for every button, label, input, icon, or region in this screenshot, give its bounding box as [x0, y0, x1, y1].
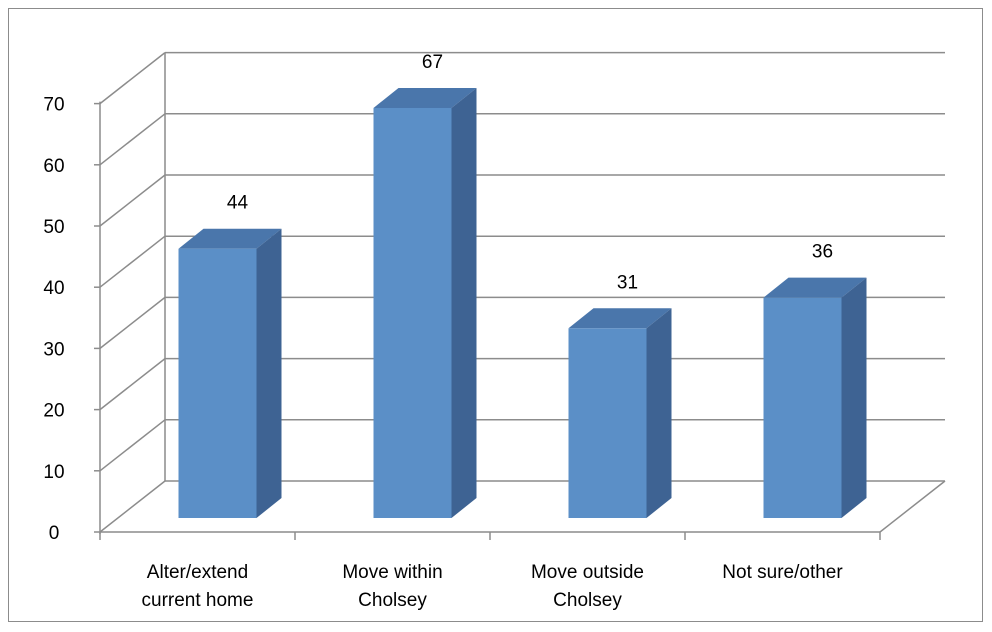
gridline-depth-60	[99, 113, 166, 166]
bar-side	[256, 228, 282, 518]
data-label-1: 44	[227, 193, 249, 214]
y-tick-label-70: 70	[43, 95, 64, 116]
category-label-line: Alter/extend	[147, 562, 248, 583]
y-tick-label-10: 10	[43, 462, 64, 483]
x-axis	[99, 532, 881, 540]
bar-front	[568, 328, 647, 518]
gridline-depth-10	[99, 419, 166, 472]
data-label-2: 67	[422, 52, 443, 73]
gridline-depth-40	[99, 235, 166, 288]
y-tick-label-20: 20	[43, 401, 64, 422]
category-label-1: Alter/extend current home	[142, 562, 254, 611]
bar-2	[373, 87, 477, 519]
data-label-3: 31	[617, 272, 638, 293]
bar-top	[763, 277, 867, 298]
y-axis: 0 10 20 30 40 50 60 70	[43, 95, 101, 544]
bar-front	[373, 107, 452, 519]
gridline-depth-0	[99, 480, 166, 533]
bar-side	[451, 87, 477, 519]
bar-top	[373, 87, 477, 108]
gridline-depth-70	[99, 52, 166, 105]
bar-side	[646, 308, 672, 518]
floor-right-edge	[879, 480, 946, 533]
bar-front	[178, 248, 257, 518]
gridline-depth-50	[99, 174, 166, 227]
gridline-depth-20	[99, 358, 166, 411]
category-label-line: Move within	[342, 562, 442, 583]
category-label-line: Cholsey	[358, 590, 427, 611]
y-tick-label-60: 60	[43, 156, 64, 177]
bar-side	[841, 277, 867, 518]
bar-3	[568, 308, 672, 518]
category-label-line: current home	[142, 590, 254, 611]
bar-4	[763, 277, 867, 518]
category-label-line: Move outside	[531, 562, 644, 583]
category-label-line: Cholsey	[553, 590, 622, 611]
bar-top	[178, 228, 282, 249]
gridline-depth-30	[99, 296, 166, 349]
y-tick-label-50: 50	[43, 217, 64, 238]
y-tick-label-30: 30	[43, 339, 64, 360]
category-label-2: Move within Cholsey	[342, 562, 442, 611]
bar-front	[763, 297, 842, 518]
category-label-3: Move outside Cholsey	[531, 562, 644, 611]
data-label-4: 36	[812, 242, 833, 263]
category-labels: Alter/extend current home Move within Chols…	[142, 562, 844, 611]
bar-1	[178, 228, 282, 518]
category-label-line: Not sure/other	[722, 562, 843, 583]
category-label-4: Not sure/other	[722, 562, 843, 583]
bar-top	[568, 308, 672, 329]
bars: 44 67 31 36	[178, 52, 867, 519]
y-tick-label-40: 40	[43, 278, 64, 299]
y-tick-label-0: 0	[49, 523, 60, 544]
